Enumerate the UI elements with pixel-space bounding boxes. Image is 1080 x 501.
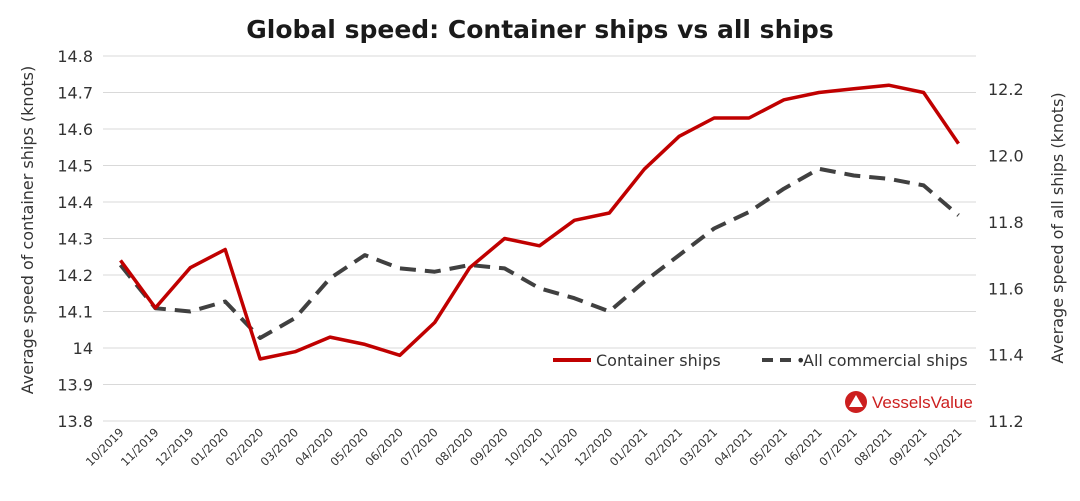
right-axis-ticks: 11.2 11.4 11.6 11.8 12.0 12.2 bbox=[988, 80, 1024, 431]
left-tick-label: 14.2 bbox=[57, 266, 93, 285]
left-tick-label: 14.3 bbox=[57, 230, 93, 249]
series-line-container-ships[interactable] bbox=[119, 83, 960, 361]
legend-item-container-ships[interactable]: Container ships bbox=[553, 351, 721, 370]
left-tick-label: 14.7 bbox=[57, 84, 93, 103]
left-axis-label: Average speed of container ships (knots) bbox=[18, 66, 37, 394]
x-axis-ticks: 10/201911/201912/201901/202002/202003/20… bbox=[83, 425, 965, 469]
x-tick-label: 10/2021 bbox=[921, 425, 965, 469]
right-tick-label: 11.6 bbox=[988, 279, 1024, 298]
right-axis-label: Average speed of all ships (knots) bbox=[1048, 92, 1067, 363]
vesselsvalue-logo-mark bbox=[849, 395, 863, 407]
series-group bbox=[118, 83, 960, 361]
left-tick-label: 14 bbox=[73, 339, 93, 358]
legend-item-all-ships[interactable]: • All commercial ships bbox=[762, 351, 968, 370]
right-tick-label: 11.8 bbox=[988, 213, 1024, 232]
left-tick-label: 14.6 bbox=[57, 120, 93, 139]
legend: Container ships • All commercial ships bbox=[553, 351, 968, 370]
left-tick-label: 14.1 bbox=[57, 303, 93, 322]
left-tick-label: 14.5 bbox=[57, 157, 93, 176]
vesselsvalue-logo: VesselsValue bbox=[845, 391, 973, 413]
left-tick-label: 14.4 bbox=[57, 193, 93, 212]
legend-marker-all-ships: • bbox=[796, 351, 805, 370]
right-tick-label: 11.4 bbox=[988, 346, 1024, 365]
right-tick-label: 11.2 bbox=[988, 412, 1024, 431]
left-axis-ticks: 13.8 13.9 14 14.1 14.2 14.3 14.4 14.5 14.6 14.7 14… bbox=[57, 47, 93, 431]
series-line-all-ships[interactable] bbox=[118, 166, 960, 340]
left-tick-label: 13.8 bbox=[57, 412, 93, 431]
vesselsvalue-logo-text: VesselsValue bbox=[872, 393, 973, 412]
chart-title: Global speed: Container ships vs all shi… bbox=[246, 15, 833, 44]
right-tick-label: 12.0 bbox=[988, 147, 1024, 166]
legend-label-all-ships: All commercial ships bbox=[803, 351, 968, 370]
left-tick-label: 14.8 bbox=[57, 47, 93, 66]
left-tick-label: 13.9 bbox=[57, 376, 93, 395]
legend-label-container-ships: Container ships bbox=[596, 351, 721, 370]
right-tick-label: 12.2 bbox=[988, 80, 1024, 99]
